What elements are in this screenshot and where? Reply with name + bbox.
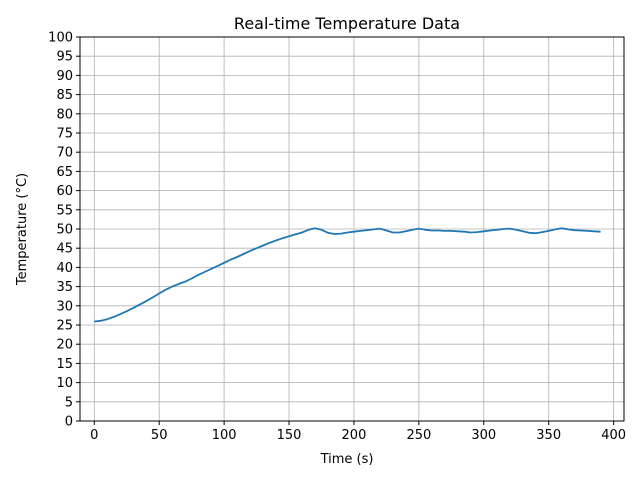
x-tick-label: 100: [212, 428, 237, 443]
y-tick-label: 90: [56, 69, 73, 84]
y-tick-label: 60: [56, 184, 73, 199]
x-tick-label: 350: [536, 428, 561, 443]
y-tick-label: 85: [56, 88, 73, 103]
series-layer: [94, 227, 601, 323]
y-tick-label: 100: [48, 31, 73, 46]
y-tick-label: 10: [56, 376, 73, 391]
x-tick-label: 200: [342, 428, 367, 443]
series-line: [94, 227, 601, 323]
x-tick-label: 300: [471, 428, 496, 443]
x-axis-label: Time (s): [320, 452, 374, 467]
y-tick-label: 0: [65, 415, 73, 430]
y-tick-label: 95: [56, 50, 73, 65]
x-tick-label: 150: [277, 428, 302, 443]
x-tick-label: 50: [151, 428, 168, 443]
y-tick-label: 65: [56, 165, 73, 180]
y-tick-label: 15: [56, 357, 73, 372]
x-tick-label: 400: [601, 428, 626, 443]
y-tick-label: 55: [56, 203, 73, 218]
grid: [80, 36, 624, 422]
x-axis-ticks: 0 50 100 150 200 250 300 350 400: [90, 421, 626, 443]
y-tick-label: 5: [65, 395, 73, 410]
y-tick-label: 25: [56, 319, 73, 334]
y-axis-ticks: 0 5 10 15 20 25 30 35 40 45 50 55 60 65 70 75 80 85 90 95 10…: [48, 31, 80, 430]
y-tick-label: 20: [56, 338, 73, 353]
y-tick-label: 45: [56, 242, 73, 257]
x-tick-label: 0: [90, 428, 98, 443]
y-axis-label: Temperature (°C): [15, 173, 30, 286]
y-tick-label: 30: [56, 299, 73, 314]
y-tick-label: 50: [56, 223, 73, 238]
y-tick-label: 80: [56, 107, 73, 122]
y-tick-label: 70: [56, 146, 73, 161]
chart-title: Real-time Temperature Data: [234, 14, 460, 33]
y-tick-label: 40: [56, 261, 73, 276]
y-tick-label: 75: [56, 127, 73, 142]
y-tick-label: 35: [56, 280, 73, 295]
x-tick-label: 250: [406, 428, 431, 443]
